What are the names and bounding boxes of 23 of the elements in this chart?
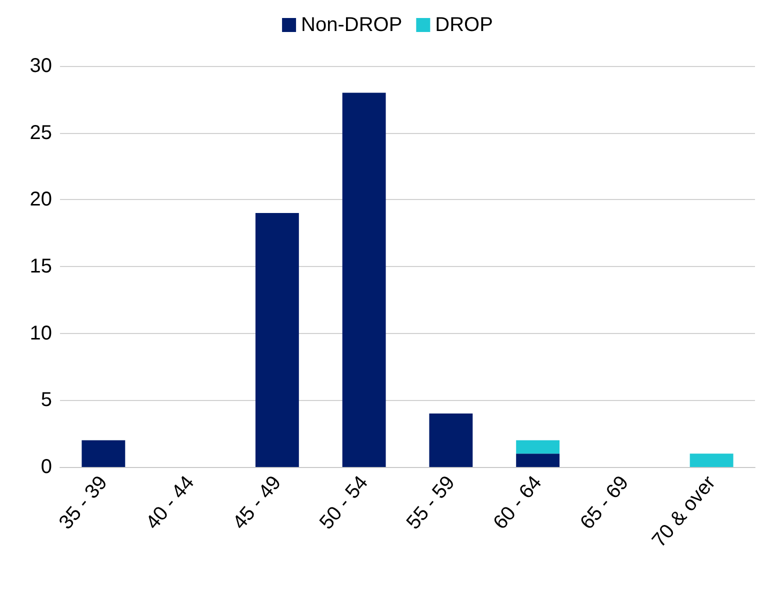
x-tick-label: 55 - 59 [402,472,460,534]
x-tick-label: 65 - 69 [576,472,634,534]
legend-label: DROP [435,14,493,36]
y-tick-label: 15 [30,256,52,278]
x-tick-label: 45 - 49 [228,472,286,534]
x-tick-label: 35 - 39 [54,472,112,534]
y-tick-label: 25 [30,122,52,144]
y-tick-label: 10 [30,322,52,344]
bar [255,213,299,467]
x-tick-label: 50 - 54 [316,472,372,534]
y-tick-label: 20 [30,188,52,211]
x-tick-label: 60 - 64 [489,472,546,534]
x-tick-label: 40 - 44 [142,472,199,534]
bar [516,440,560,454]
bar [82,440,126,467]
y-tick-label: 0 [40,456,52,478]
bar [429,414,473,467]
y-tick-label: 5 [40,389,52,412]
bar [342,92,386,467]
y-tick-label: 30 [30,55,52,77]
bar [516,454,560,467]
legend-label: Non-DROP [301,14,402,36]
bar [690,454,734,467]
